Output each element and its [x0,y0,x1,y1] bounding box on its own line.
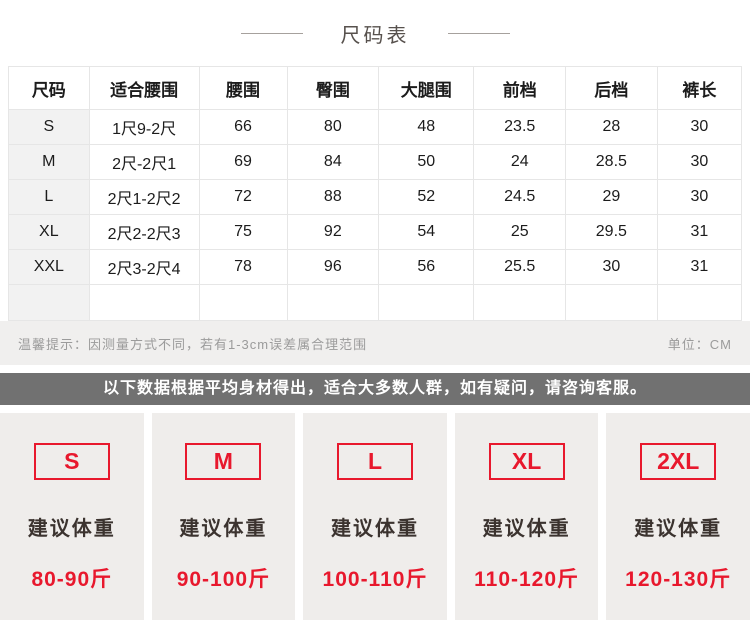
title-divider-left [240,32,303,34]
value-cell: 2尺3-2尺4 [88,249,200,285]
value-cell: 69 [198,144,288,180]
value-cell: 2尺2-2尺3 [88,214,200,250]
value-cell: 23.5 [473,109,567,145]
empty-cell [656,284,743,321]
value-cell: 52 [378,179,475,215]
unit-text: 单位：CM [667,336,732,352]
weight-label: 建议体重 [634,518,723,540]
size-cell: XL [8,214,90,250]
size-cell: XXL [8,249,90,285]
table-row: M 2尺-2尺1 69 84 50 24 28.5 30 [8,144,743,180]
weight-value: 80-90斤 [31,568,113,591]
value-cell: 29.5 [565,214,658,250]
size-table-wrap: 尺码 适合腰围 腰围 臀围 大腿围 前档 后档 裤长 S 1尺9-2尺 66 80 48 23.5 28 3… [8,66,743,321]
size-table-body: S 1尺9-2尺 66 80 48 23.5 28 30 M 2尺-2尺1 69 84 50 24 28.5… [8,109,743,321]
size-box: M [185,443,262,480]
value-cell: 30 [565,249,658,285]
title-divider-right [447,32,510,34]
column-header: 前档 [473,66,567,110]
column-header: 后档 [565,66,658,110]
value-cell: 78 [198,249,288,285]
size-cell: M [8,144,90,180]
value-cell: 25 [473,214,567,250]
weight-label: 建议体重 [482,518,571,540]
weight-value: 90-100斤 [176,568,271,591]
empty-cell [286,284,380,321]
empty-cell [8,284,90,321]
value-cell: 31 [656,214,743,250]
weight-label: 建议体重 [27,518,116,540]
value-cell: 24 [473,144,567,180]
value-cell: 80 [286,109,380,145]
column-header: 裤长 [656,66,743,110]
empty-cell [198,284,288,321]
value-cell: 28 [565,109,658,145]
table-row: XXL 2尺3-2尺4 78 96 56 25.5 30 31 [8,249,743,285]
note-text: 温馨提示：因测量方式不同，若有1-3cm误差属合理范围 [18,336,368,352]
page-title: 尺码表 [340,24,410,47]
value-cell: 66 [198,109,288,145]
size-cell: L [8,179,90,215]
weight-value: 110-120斤 [474,568,580,591]
column-header: 大腿围 [378,66,475,110]
weight-card: XL 建议体重 110-120斤 [454,413,599,620]
weight-card: 2XL 建议体重 120-130斤 [606,413,750,620]
size-box: L [336,443,413,480]
value-cell: 31 [656,249,743,285]
weight-card: S 建议体重 80-90斤 [0,413,144,620]
empty-cell [565,284,658,321]
empty-cell [378,284,475,321]
value-cell: 28.5 [565,144,658,180]
weight-value: 100-110斤 [322,568,428,591]
value-cell: 54 [378,214,475,250]
title-bar: 尺码表 [0,0,750,66]
value-cell: 30 [656,144,743,180]
value-cell: 75 [198,214,288,250]
weight-cards: S 建议体重 80-90斤 M 建议体重 90-100斤 L 建议体重 100-110斤 XL 建议… [0,413,750,620]
value-cell: 56 [378,249,475,285]
empty-cell [473,284,567,321]
table-row: XL 2尺2-2尺3 75 92 54 25 29.5 31 [8,214,743,250]
value-cell: 50 [378,144,475,180]
value-cell: 30 [656,109,743,145]
note-bar: 温馨提示：因测量方式不同，若有1-3cm误差属合理范围 单位：CM [0,321,750,365]
column-header: 臀围 [286,66,380,110]
column-header: 尺码 [8,66,90,110]
value-cell: 96 [286,249,380,285]
info-banner: 以下数据根据平均身材得出，适合大多数人群，如有疑问，请咨询客服。 [0,373,750,405]
value-cell: 24.5 [473,179,567,215]
table-row: S 1尺9-2尺 66 80 48 23.5 28 30 [8,109,743,145]
value-cell: 25.5 [473,249,567,285]
size-table: 尺码 适合腰围 腰围 臀围 大腿围 前档 后档 裤长 S 1尺9-2尺 66 80 48 23.5 28 3… [8,66,743,321]
weight-label: 建议体重 [330,518,419,540]
column-header: 适合腰围 [88,66,200,110]
value-cell: 2尺1-2尺2 [88,179,200,215]
value-cell: 29 [565,179,658,215]
value-cell: 72 [198,179,288,215]
weight-card: L 建议体重 100-110斤 [303,413,447,620]
size-box: XL [488,443,565,480]
value-cell: 92 [286,214,380,250]
weight-label: 建议体重 [179,518,268,540]
size-box: S [33,443,110,480]
value-cell: 84 [286,144,380,180]
table-header-row: 尺码 适合腰围 腰围 臀围 大腿围 前档 后档 裤长 [8,66,743,110]
empty-row [8,284,743,321]
table-row: L 2尺1-2尺2 72 88 52 24.5 29 30 [8,179,743,215]
value-cell: 2尺-2尺1 [88,144,200,180]
size-cell: S [8,109,90,145]
column-header: 腰围 [198,66,288,110]
value-cell: 88 [286,179,380,215]
empty-cell [88,284,200,321]
weight-card: M 建议体重 90-100斤 [151,413,296,620]
value-cell: 30 [656,179,743,215]
weight-value: 120-130斤 [625,568,732,591]
value-cell: 1尺9-2尺 [88,109,200,145]
size-box: 2XL [640,443,717,480]
value-cell: 48 [378,109,475,145]
